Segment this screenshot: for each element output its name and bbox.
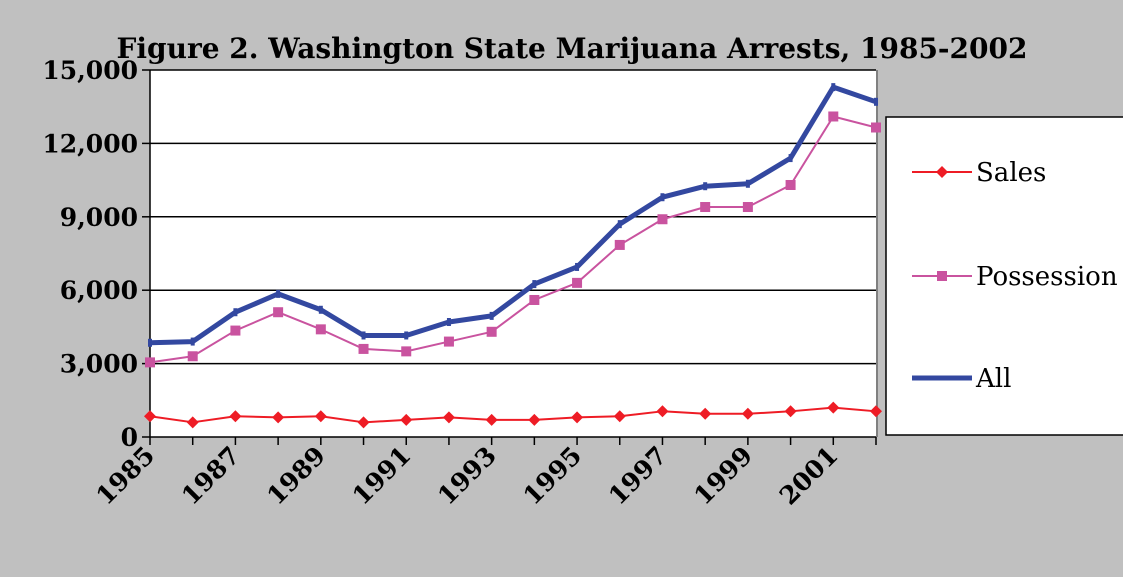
series-line-sales (149, 406, 877, 424)
y-tick-label: 0 (121, 423, 138, 452)
data-point-all (575, 262, 580, 271)
y-tick-label: 3,000 (60, 350, 138, 379)
data-point-all (617, 220, 622, 229)
legend-marker-sales (936, 166, 948, 178)
data-point-all (532, 280, 537, 289)
data-point-all (318, 305, 323, 314)
data-point-possession (187, 351, 198, 362)
data-point-possession (230, 325, 241, 336)
y-tick-label: 12,000 (42, 129, 138, 158)
data-point-sales (442, 411, 455, 424)
data-point-sales (314, 410, 327, 423)
data-point-sales (656, 405, 669, 418)
data-point-sales (784, 405, 797, 418)
data-point-all (446, 318, 451, 327)
data-point-possession (145, 357, 155, 368)
data-point-all (233, 308, 238, 317)
data-point-all (745, 179, 750, 188)
data-point-sales (571, 411, 584, 424)
y-tick-label: 9,000 (60, 203, 138, 232)
data-point-sales (186, 416, 199, 429)
data-point-sales (613, 410, 626, 423)
data-point-sales (144, 410, 156, 423)
data-point-sales (357, 416, 370, 429)
data-point-all (190, 337, 195, 346)
data-point-possession (315, 324, 326, 335)
data-point-all (703, 182, 708, 191)
data-point-possession (871, 122, 881, 133)
data-point-all (489, 311, 494, 320)
data-point-all (361, 331, 366, 340)
data-point-all (276, 289, 281, 298)
data-point-possession (486, 326, 497, 337)
data-point-all (874, 97, 878, 106)
y-tick-label: 6,000 (60, 276, 138, 305)
chart-title: Figure 2. Washington State Marijuana Arr… (117, 32, 1028, 65)
legend-label-sales: Sales (976, 158, 1046, 188)
series-line-possession (149, 115, 877, 364)
data-point-possession (742, 202, 753, 213)
data-point-sales (827, 401, 840, 414)
legend-label-possession: Possession (976, 262, 1118, 292)
legend: Sales Possession All (885, 116, 1123, 436)
data-point-possession (614, 239, 625, 250)
data-point-possession (401, 346, 412, 357)
data-point-all (831, 83, 836, 92)
data-point-possession (273, 307, 284, 318)
data-point-all (660, 193, 665, 202)
data-point-possession (785, 179, 796, 190)
y-tick-label: 15,000 (42, 56, 138, 85)
series-line-all (149, 84, 877, 346)
plot-area (150, 70, 876, 437)
data-point-all (788, 154, 793, 163)
data-point-possession (529, 294, 540, 305)
data-point-possession (828, 111, 839, 122)
data-point-possession (657, 214, 668, 225)
data-point-possession (358, 343, 369, 354)
data-point-all (404, 331, 409, 340)
data-point-sales (229, 410, 242, 423)
data-point-sales (741, 407, 754, 420)
series-group (144, 83, 882, 429)
grid-lines (150, 69, 876, 365)
data-point-possession (572, 277, 583, 288)
data-point-all (148, 338, 152, 347)
data-point-sales (870, 405, 882, 418)
legend-label-all: All (975, 364, 1011, 394)
data-point-sales (400, 413, 413, 426)
data-point-sales (272, 411, 285, 424)
data-point-sales (699, 407, 712, 420)
data-point-possession (700, 202, 711, 213)
data-point-sales (528, 413, 541, 426)
legend-marker-possession (937, 271, 947, 281)
data-point-sales (485, 413, 498, 426)
data-point-possession (443, 336, 454, 347)
